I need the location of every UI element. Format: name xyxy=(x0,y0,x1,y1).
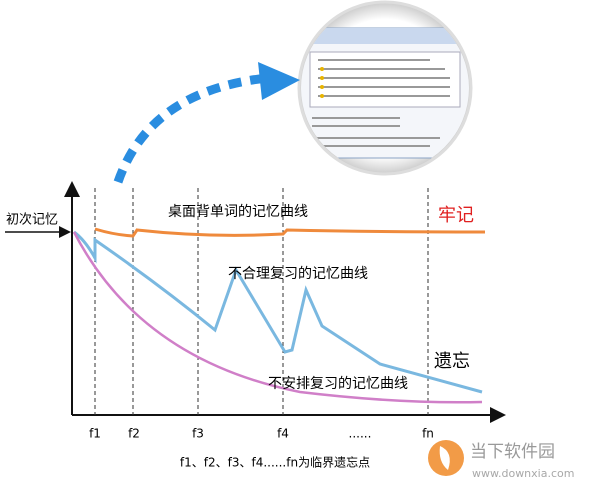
watermark: 当下软件园 www.downxia.com xyxy=(428,440,574,480)
arrow xyxy=(113,73,269,184)
curve-label: 不安排复习的记忆曲线 xyxy=(268,375,408,392)
watermark-name: 当下软件园 xyxy=(470,442,555,462)
unreasonable-curve xyxy=(73,230,483,394)
watermark-url: www.downxia.com xyxy=(472,467,574,480)
x-label: fn xyxy=(422,427,434,441)
caption: f1、f2、f3、f4......fn为临界遗忘点 xyxy=(180,455,370,470)
x-label: f4 xyxy=(277,427,289,441)
y-label: 初次记忆 xyxy=(6,212,58,228)
x-label: f1 xyxy=(89,427,101,441)
curve-label: 桌面背单词的记忆曲线 xyxy=(168,204,308,220)
x-label: ...... xyxy=(349,427,372,441)
arrow-head xyxy=(258,62,300,100)
magnifier xyxy=(297,0,473,176)
curve-label: 不合理复习的记忆曲线 xyxy=(228,265,368,282)
x-label: f3 xyxy=(192,427,204,441)
desktop-curve xyxy=(94,227,486,238)
x-label: f2 xyxy=(128,427,140,441)
forget-label: 遗忘 xyxy=(434,351,470,372)
remember-label: 牢记 xyxy=(438,205,474,226)
critical-lines xyxy=(94,188,429,415)
no-review-curve xyxy=(72,231,483,404)
